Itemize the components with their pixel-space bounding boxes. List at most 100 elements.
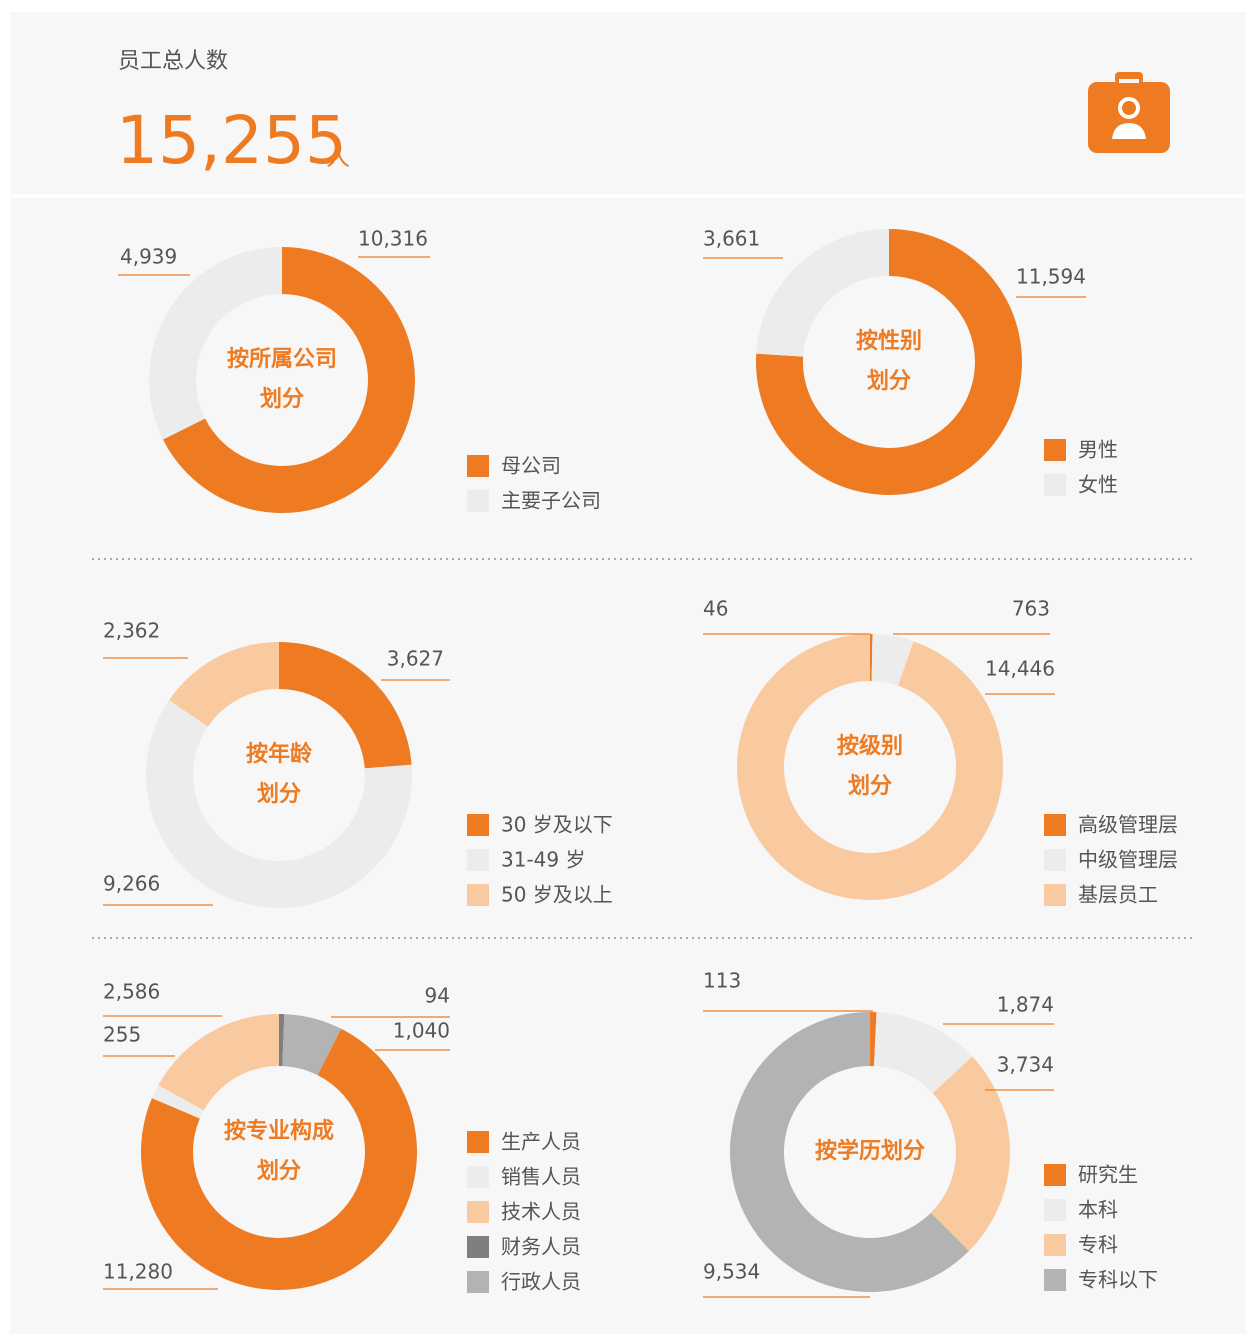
value-label: 9,534	[703, 1260, 760, 1284]
donut-segment	[870, 1012, 877, 1067]
legend-label: 高级管理层	[1078, 813, 1178, 837]
legend-swatch	[1044, 814, 1066, 836]
legend-label: 财务人员	[501, 1235, 581, 1259]
header-title: 员工总人数	[118, 49, 228, 74]
value-label: 3,627	[387, 647, 444, 671]
center-title-box: 按所属公司 划分	[226, 347, 337, 412]
donut-segment	[756, 229, 889, 357]
donut-segment	[169, 642, 279, 727]
center-title-box: 按专业构成 划分	[223, 1119, 334, 1184]
legend-label: 行政人员	[501, 1270, 581, 1294]
center-title-box: 按学历划分	[814, 1139, 925, 1164]
center-title: 按级别 划分	[836, 734, 903, 799]
legend-swatch	[1044, 439, 1066, 461]
legend-label: 男性	[1078, 438, 1118, 462]
donut-segment	[755, 229, 1022, 495]
donut-segment	[871, 634, 914, 686]
legend-label: 技术人员	[501, 1200, 581, 1224]
legend-label: 中级管理层	[1078, 848, 1178, 872]
value-label: 10,316	[358, 227, 428, 251]
value-label: 2,586	[103, 980, 160, 1004]
header-unit: 人	[326, 143, 350, 171]
value-label: 1,874	[997, 993, 1054, 1017]
legend-label: 专科以下	[1078, 1268, 1158, 1292]
legend-swatch	[1044, 474, 1066, 496]
value-label: 14,446	[985, 657, 1055, 681]
value-label: 1,040	[393, 1019, 450, 1043]
legend-swatch	[1044, 1199, 1066, 1221]
legend-label: 专科	[1078, 1233, 1118, 1257]
legend-swatch	[467, 1271, 489, 1293]
donut-segment	[279, 642, 412, 769]
legend-swatch	[467, 1201, 489, 1223]
legend-swatch	[1044, 849, 1066, 871]
badge-icon	[1088, 72, 1170, 153]
value-label: 94	[425, 984, 450, 1008]
legend-label: 销售人员	[501, 1165, 581, 1189]
donut-segment	[140, 1028, 418, 1290]
legend-label: 30 岁及以下	[501, 813, 613, 837]
center-title-box: 按性别 划分	[855, 329, 922, 394]
donut-segment	[145, 700, 413, 908]
center-title: 按专业构成 划分	[223, 1119, 334, 1184]
legend-label: 女性	[1078, 473, 1118, 497]
value-label: 763	[1012, 597, 1050, 621]
legend-swatch	[467, 884, 489, 906]
center-title: 按性别 划分	[855, 329, 922, 394]
header-total: 15,255	[116, 102, 347, 179]
legend-label: 母公司	[501, 454, 561, 478]
value-label: 4,939	[120, 245, 177, 269]
value-label: 9,266	[103, 872, 160, 896]
donut-chart: 按年龄 划分 3,627 9,266 2,362 30 岁及以下 31-49 岁 50 岁及…	[103, 619, 613, 908]
donut-segment	[279, 1014, 285, 1067]
legend-label: 生产人员	[501, 1130, 581, 1154]
donut-segment	[736, 634, 1003, 900]
donut-segment	[163, 247, 416, 513]
donut-segment	[870, 634, 873, 682]
value-label: 3,734	[997, 1053, 1054, 1077]
center-title-box: 按年龄 划分	[245, 742, 312, 807]
donut-segment	[158, 1014, 279, 1111]
legend-swatch	[467, 1131, 489, 1153]
value-label: 11,594	[1016, 265, 1086, 289]
value-label: 3,661	[703, 227, 760, 251]
center-title: 按所属公司 划分	[226, 347, 337, 412]
legend-swatch	[1044, 1269, 1066, 1291]
legend-label: 31-49 岁	[501, 848, 585, 872]
value-label: 255	[103, 1023, 141, 1047]
legend-swatch	[467, 849, 489, 871]
legend-swatch	[1044, 1164, 1066, 1186]
center-title: 按年龄 划分	[245, 742, 312, 807]
value-label: 113	[703, 969, 741, 993]
value-label: 46	[703, 597, 728, 621]
legend-label: 50 岁及以上	[501, 883, 613, 907]
donut-segment	[282, 1014, 342, 1076]
center-title-box: 按级别 划分	[836, 734, 903, 799]
legend-label: 本科	[1078, 1198, 1118, 1222]
legend-label: 基层员工	[1078, 883, 1158, 907]
donut-segment	[930, 1056, 1010, 1252]
legend-swatch	[467, 455, 489, 477]
donut-chart: 按专业构成 划分 11,280 255 2,586 94 1,040 生产人员销售人员技术人…	[103, 980, 581, 1294]
donut-segment	[729, 1012, 969, 1292]
center-title: 按学历划分	[814, 1139, 925, 1164]
legend-label: 研究生	[1078, 1163, 1138, 1187]
legend-swatch	[467, 1166, 489, 1188]
donut-segment	[151, 1085, 204, 1119]
value-label: 11,280	[103, 1260, 173, 1284]
legend-swatch	[1044, 884, 1066, 906]
value-label: 2,362	[103, 619, 160, 643]
legend-swatch	[467, 814, 489, 836]
legend-swatch	[467, 490, 489, 512]
legend-swatch	[1044, 1234, 1066, 1256]
legend-label: 主要子公司	[501, 489, 601, 513]
donut-segment	[149, 247, 282, 440]
legend-swatch	[467, 1236, 489, 1258]
donut-segment	[874, 1012, 973, 1094]
